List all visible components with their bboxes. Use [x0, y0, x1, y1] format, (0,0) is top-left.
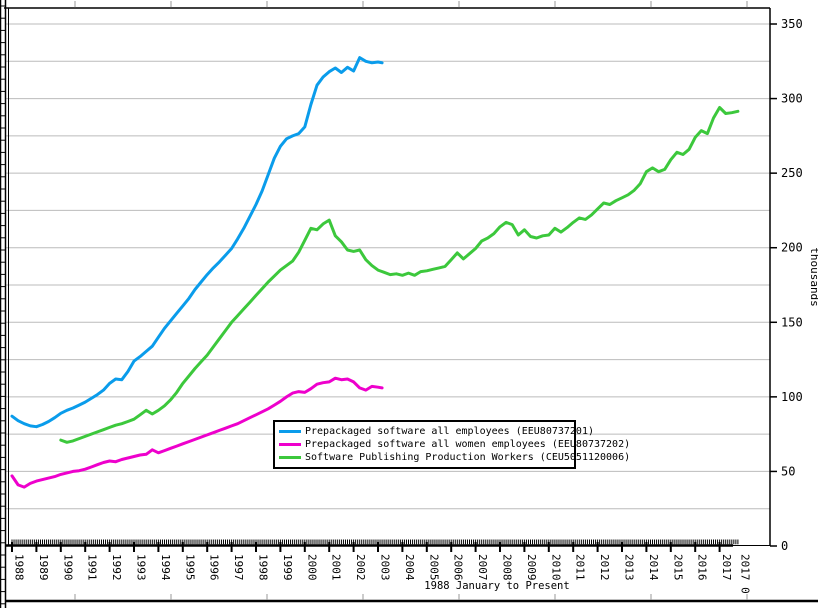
x-tick-label: 2008	[501, 554, 514, 581]
x-tick-label: 2017 0	[738, 554, 751, 594]
x-tick-label: 2012	[598, 554, 611, 581]
y-tick-label: 250	[781, 166, 803, 180]
x-tick-label: 2017	[720, 554, 733, 581]
y-tick-label: 350	[781, 17, 803, 31]
x-tick-label: 1996	[208, 554, 221, 581]
series-line-2	[59, 106, 740, 444]
x-tick-label: 2003	[379, 554, 392, 581]
legend-box: Prepackaged software all employees (EEU8…	[273, 420, 630, 469]
x-tick-label: 2005	[427, 554, 440, 581]
x-tick-label: 1997	[232, 554, 245, 581]
x-tick-label: 2004	[403, 554, 416, 581]
y-tick-label: 200	[781, 241, 803, 255]
x-tick-label: 1994	[159, 554, 172, 581]
y-axis-title: thousands	[808, 247, 818, 307]
x-tick-label: 2007	[476, 554, 489, 581]
legend-label: Prepackaged software all employees (EEU8…	[305, 426, 594, 437]
x-tick-label: 1991	[86, 554, 99, 581]
x-axis-title: 1988 January to Present	[424, 580, 569, 592]
x-tick-label: 2011	[574, 554, 587, 581]
y-tick-label: 0	[781, 539, 788, 553]
x-tick-label: 1998	[257, 554, 270, 581]
legend-entry: Prepackaged software all women employees…	[279, 438, 630, 451]
y-tick-label: 50	[781, 464, 795, 478]
y-tick-label: 150	[781, 315, 803, 329]
legend-label: Prepackaged software all women employees…	[305, 439, 631, 450]
legend-line-swatch-green	[279, 456, 301, 459]
x-tick-label: 1995	[183, 554, 196, 581]
series-line-0	[10, 56, 384, 429]
legend-entry: Software Publishing Production Workers (…	[279, 451, 630, 464]
x-tick-label: 1990	[61, 554, 74, 581]
x-tick-label: 2002	[354, 554, 367, 581]
legend-label: Software Publishing Production Workers (…	[305, 452, 631, 463]
legend-line-swatch-magenta	[279, 443, 301, 446]
series-line-1	[10, 376, 384, 489]
x-tick-label: 1999	[281, 554, 294, 581]
x-tick-label: 1989	[37, 554, 50, 581]
x-tick-label: 1988	[13, 554, 26, 581]
y-tick-label: 100	[781, 390, 803, 404]
x-tick-label: 2006	[452, 554, 465, 581]
x-tick-label: 2010	[549, 554, 562, 581]
legend-entry: Prepackaged software all employees (EEU8…	[279, 425, 594, 438]
x-tick-label: 2015	[671, 554, 684, 581]
y-tick-label: 300	[781, 92, 803, 106]
x-tick-label: 2001	[330, 554, 343, 581]
x-tick-label: 2013	[623, 554, 636, 581]
x-tick-label: 2000	[305, 554, 318, 581]
x-tick-label: 1992	[110, 554, 123, 581]
x-tick-label: 1993	[135, 554, 148, 581]
x-tick-label: 2014	[647, 554, 660, 581]
x-tick-label: 2016	[696, 554, 709, 581]
x-tick-label: 2009	[525, 554, 538, 581]
legend-line-swatch-blue	[279, 430, 301, 433]
